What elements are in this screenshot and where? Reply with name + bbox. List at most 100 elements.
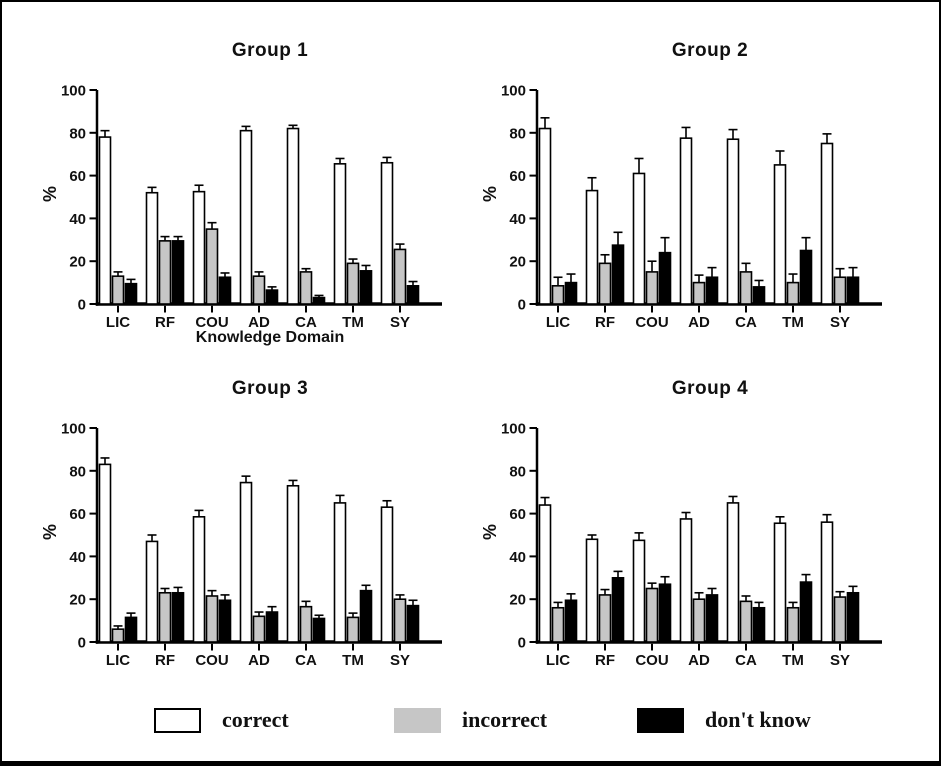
bar-correct (726, 502, 740, 643)
bar-incorrect (299, 271, 313, 305)
bar-plot: 0 20 40 60 80 100 LIC RF COU AD CA TM SY (501, 421, 882, 668)
category-label: AD (688, 314, 710, 330)
bar-correct (820, 521, 834, 643)
x-axis-label: Knowledge Domain (195, 329, 345, 346)
bar-correct (820, 142, 834, 305)
y-tick-label: 80 (509, 125, 526, 142)
y-tick-label: 0 (78, 297, 86, 314)
bar-don-t-know (218, 599, 232, 643)
bar-incorrect (786, 606, 800, 643)
bar-plot: 0 20 40 60 80 100 LIC RF COU AD CA TM SY (61, 83, 442, 330)
bar-don-t-know (171, 591, 185, 643)
bar-correct (239, 129, 253, 305)
chart-panel-group-4: Group 4 % 0 20 40 60 80 100 LIC RF COU AD CA TM SY (470, 368, 910, 692)
bar-don-t-know (611, 577, 625, 643)
bar-correct (98, 463, 112, 643)
category-label: SY (390, 652, 410, 668)
bar-correct (632, 539, 646, 643)
y-tick-label: 100 (501, 83, 526, 100)
category-label: LIC (106, 314, 130, 330)
y-tick-label: 80 (69, 463, 86, 480)
chart-panel-group-1: Group 1 % 0 20 40 60 80 100 LIC RF COU AD CA TM SY K… (30, 30, 470, 354)
y-tick-label: 100 (61, 83, 86, 100)
chart-title: Group 4 (671, 378, 749, 399)
category-label: CA (295, 314, 317, 330)
category-label: RF (155, 652, 175, 668)
category-label: CA (735, 314, 757, 330)
bar-incorrect (252, 615, 266, 643)
category-label: CA (295, 652, 317, 668)
category-label: CA (735, 652, 757, 668)
bar-don-t-know (406, 285, 420, 305)
category-label: COU (195, 314, 228, 330)
category-label: LIC (546, 652, 570, 668)
y-tick-label: 0 (518, 635, 526, 652)
bar-correct (679, 518, 693, 643)
bar-correct (726, 138, 740, 305)
bar-don-t-know (265, 611, 279, 643)
chart-panel-group-2: Group 2 % 0 20 40 60 80 100 LIC RF COU AD CA TM SY (470, 30, 910, 354)
bar-incorrect (598, 262, 612, 305)
y-tick-label: 80 (69, 125, 86, 142)
bar-incorrect (551, 606, 565, 643)
category-label: SY (830, 314, 850, 330)
bar-incorrect (158, 591, 172, 643)
bar-incorrect (739, 600, 753, 643)
category-label: SY (390, 314, 410, 330)
category-label: TM (342, 314, 364, 330)
category-label: AD (248, 314, 270, 330)
bar-incorrect (786, 281, 800, 305)
bar-correct (585, 189, 599, 305)
bar-don-t-know (564, 599, 578, 643)
bar-don-t-know (611, 244, 625, 305)
bar-don-t-know (124, 282, 138, 305)
bar-don-t-know (705, 594, 719, 643)
bar-correct (585, 538, 599, 643)
category-label: COU (635, 652, 668, 668)
bar-incorrect (158, 240, 172, 305)
bar-incorrect (111, 275, 125, 305)
bar-don-t-know (752, 606, 766, 643)
chart-panel-group-3: Group 3 % 0 20 40 60 80 100 LIC RF COU AD CA TM SY (30, 368, 470, 692)
bar-incorrect (393, 248, 407, 305)
y-tick-label: 40 (509, 211, 526, 228)
bar-incorrect (205, 595, 219, 643)
bar-don-t-know (705, 276, 719, 305)
bar-don-t-know (658, 583, 672, 643)
bar-correct (538, 504, 552, 643)
y-tick-label: 0 (518, 297, 526, 314)
bar-correct (239, 481, 253, 643)
category-label: LIC (106, 652, 130, 668)
category-label: LIC (546, 314, 570, 330)
bar-incorrect (551, 285, 565, 305)
bar-incorrect (252, 275, 266, 305)
y-tick-label: 40 (509, 549, 526, 566)
bar-don-t-know (359, 589, 373, 643)
bar-don-t-know (799, 249, 813, 305)
category-label: COU (635, 314, 668, 330)
bar-correct (192, 516, 206, 643)
bar-correct (380, 506, 394, 643)
bar-incorrect (692, 598, 706, 643)
bar-correct (286, 484, 300, 643)
y-tick-label: 80 (509, 463, 526, 480)
y-tick-label: 40 (69, 549, 86, 566)
bar-incorrect (346, 616, 360, 643)
category-label: RF (155, 314, 175, 330)
y-tick-label: 60 (69, 168, 86, 185)
bar-incorrect (346, 262, 360, 305)
y-tick-label: 20 (509, 254, 526, 271)
bar-don-t-know (752, 286, 766, 305)
bar-correct (773, 164, 787, 305)
legend-swatch-correct (154, 707, 201, 733)
legend-label: incorrect (462, 707, 548, 732)
bar-don-t-know (406, 604, 420, 643)
bar-plot: 0 20 40 60 80 100 LIC RF COU AD CA TM SY (61, 421, 442, 668)
bar-correct (192, 190, 206, 305)
legend-label: correct (222, 707, 289, 732)
bar-don-t-know (359, 270, 373, 305)
category-label: COU (195, 652, 228, 668)
bar-incorrect (645, 271, 659, 305)
legend-swatch-incorrect (394, 707, 441, 733)
